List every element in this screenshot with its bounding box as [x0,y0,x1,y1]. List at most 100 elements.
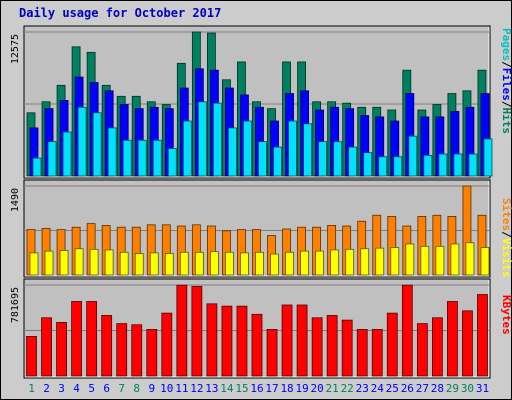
day-label-1: 1 [28,382,35,395]
bar-pages-day-8 [137,139,147,177]
bar-visits-day-8 [134,253,144,276]
bar-pages-day-25 [393,156,403,177]
side-label-part: / [500,231,512,238]
side-label-middle: Sites/Visits [500,198,512,278]
bar-visits-day-17 [270,253,279,276]
bar-kbytes-day-20 [311,317,323,377]
bar-kbytes-day-11 [176,284,188,377]
bar-kbytes-day-22 [341,319,353,377]
bar-visits-day-20 [315,250,325,276]
bar-kbytes-day-23 [356,329,368,377]
bar-visits-day-5 [89,248,99,276]
bar-pages-day-13 [212,102,222,177]
side-label-part: Files [500,68,512,101]
bar-visits-day-1 [29,252,39,276]
bar-visits-day-23 [360,248,370,276]
bar-pages-day-21 [333,141,343,177]
day-label-22: 22 [341,382,354,395]
day-label-14: 14 [220,382,234,395]
bar-kbytes-day-21 [326,315,338,377]
bar-visits-day-27 [420,245,430,276]
bar-visits-day-6 [104,249,114,276]
bar-pages-day-10 [167,148,177,177]
bar-kbytes-day-1 [26,336,37,377]
bar-pages-day-19 [303,123,312,177]
bar-pages-day-26 [408,135,418,177]
day-label-5: 5 [88,382,95,395]
bar-pages-day-3 [62,131,72,177]
bar-kbytes-day-10 [161,312,173,377]
bar-kbytes-day-5 [86,301,98,377]
bar-pages-day-18 [288,120,297,177]
bar-visits-day-16 [255,251,264,276]
bar-pages-day-28 [438,153,448,177]
bar-visits-day-28 [435,245,445,276]
side-label-bottom: KBytes [500,295,512,335]
bar-visits-day-4 [74,248,84,276]
bar-kbytes-day-26 [401,284,413,377]
bar-kbytes-day-25 [386,312,398,377]
bar-visits-day-26 [405,243,415,276]
day-label-29: 29 [446,382,459,395]
bar-visits-day-11 [179,251,189,276]
bar-pages-day-20 [318,141,328,177]
bar-kbytes-day-4 [71,301,83,377]
bar-pages-day-7 [122,139,132,177]
day-label-24: 24 [371,382,385,395]
day-label-4: 4 [73,382,80,395]
day-label-26: 26 [401,382,414,395]
bar-kbytes-day-28 [431,317,443,377]
side-label-part: Hits [500,108,512,135]
side-label-top: Pages/Files/Hits [500,28,512,134]
side-label-part: / [500,101,512,108]
bar-kbytes-day-17 [266,329,278,377]
day-label-23: 23 [356,382,369,395]
bar-pages-day-17 [273,146,282,177]
bar-visits-day-29 [450,243,460,276]
bar-kbytes-day-2 [41,317,52,377]
bar-pages-day-30 [468,153,478,177]
day-label-2: 2 [43,382,50,395]
day-label-21: 21 [326,382,339,395]
bar-kbytes-day-6 [101,315,113,377]
bar-pages-day-14 [228,127,237,177]
bar-pages-day-15 [243,120,252,177]
day-label-16: 16 [250,382,263,395]
bar-kbytes-day-31 [477,294,488,377]
y-axis-max-label: 12575 [10,34,21,64]
y-axis-max-label: 1490 [10,188,21,212]
bar-pages-day-23 [363,152,373,177]
bar-kbytes-day-19 [296,304,308,377]
day-label-10: 10 [160,382,173,395]
bar-visits-day-9 [149,252,159,276]
bar-kbytes-day-15 [236,305,248,377]
bar-visits-day-3 [59,250,69,276]
bar-kbytes-day-18 [281,304,293,377]
bar-pages-day-11 [182,120,192,177]
bar-visits-day-30 [465,242,475,276]
bar-visits-day-24 [375,247,385,276]
bar-kbytes-day-8 [131,324,143,377]
bar-pages-day-24 [378,156,388,177]
day-label-25: 25 [386,382,399,395]
bar-pages-day-5 [92,112,102,177]
day-label-11: 11 [175,382,188,395]
day-label-15: 15 [235,382,248,395]
day-label-31: 31 [476,382,489,395]
bar-visits-day-12 [194,251,204,276]
day-label-28: 28 [431,382,444,395]
side-label-part: KBytes [500,295,512,335]
day-label-7: 7 [118,382,125,395]
bar-pages-day-2 [47,141,57,177]
day-label-17: 17 [265,382,278,395]
day-label-18: 18 [280,382,293,395]
chart-title: Daily usage for October 2017 [19,6,222,20]
bar-visits-day-18 [285,251,294,276]
bar-pages-day-27 [423,154,433,177]
bar-kbytes-day-16 [251,313,263,377]
bar-visits-day-14 [225,251,234,276]
bar-pages-day-29 [453,153,463,177]
day-label-13: 13 [205,382,218,395]
bar-visits-day-7 [119,251,129,276]
bar-kbytes-day-30 [462,310,473,377]
